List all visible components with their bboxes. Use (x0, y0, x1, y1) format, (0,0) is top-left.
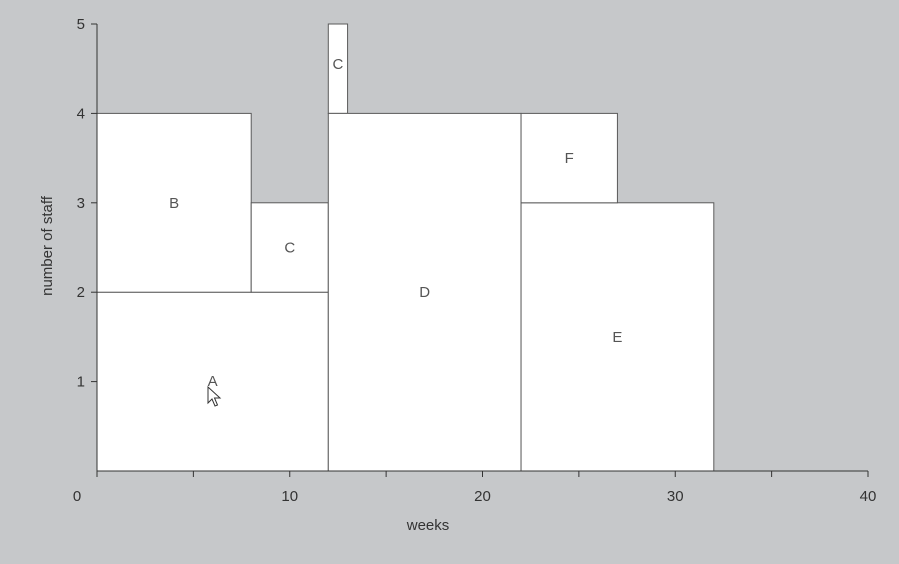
block-b-1 (96, 112, 252, 293)
ticks: 1 2 3 4 5 0 10 20 30 40 (73, 16, 877, 505)
block-label-d: D (419, 284, 430, 301)
resource-blocks (96, 23, 715, 472)
x-tick-label-10: 10 (281, 488, 298, 505)
x-tick-label-20: 20 (474, 488, 491, 505)
mouse-cursor-icon (207, 385, 222, 407)
block-label-c: C (333, 56, 344, 73)
y-axis-title: number of staff (39, 195, 56, 296)
block-label-b: B (169, 195, 179, 212)
x-tick-label-40: 40 (860, 488, 877, 505)
x-tick-label-0: 0 (73, 488, 81, 505)
y-tick-label-1: 1 (77, 374, 85, 391)
block-labels: A B C C D E F (169, 56, 622, 390)
block-label-a: A (208, 373, 218, 390)
x-axis-title: weeks (406, 517, 450, 534)
block-a-0 (96, 291, 329, 472)
y-tick-label-5: 5 (77, 16, 85, 33)
block-f-6 (520, 112, 618, 204)
block-label-e: E (612, 329, 622, 346)
block-c-2 (250, 202, 329, 293)
y-tick-label-3: 3 (77, 195, 85, 212)
block-label-f: F (565, 150, 574, 167)
y-tick-label-4: 4 (77, 105, 85, 122)
block-d-4 (327, 112, 522, 472)
block-label-c: C (284, 240, 295, 257)
x-tick-label-30: 30 (667, 488, 684, 505)
y-tick-label-2: 2 (77, 284, 85, 301)
